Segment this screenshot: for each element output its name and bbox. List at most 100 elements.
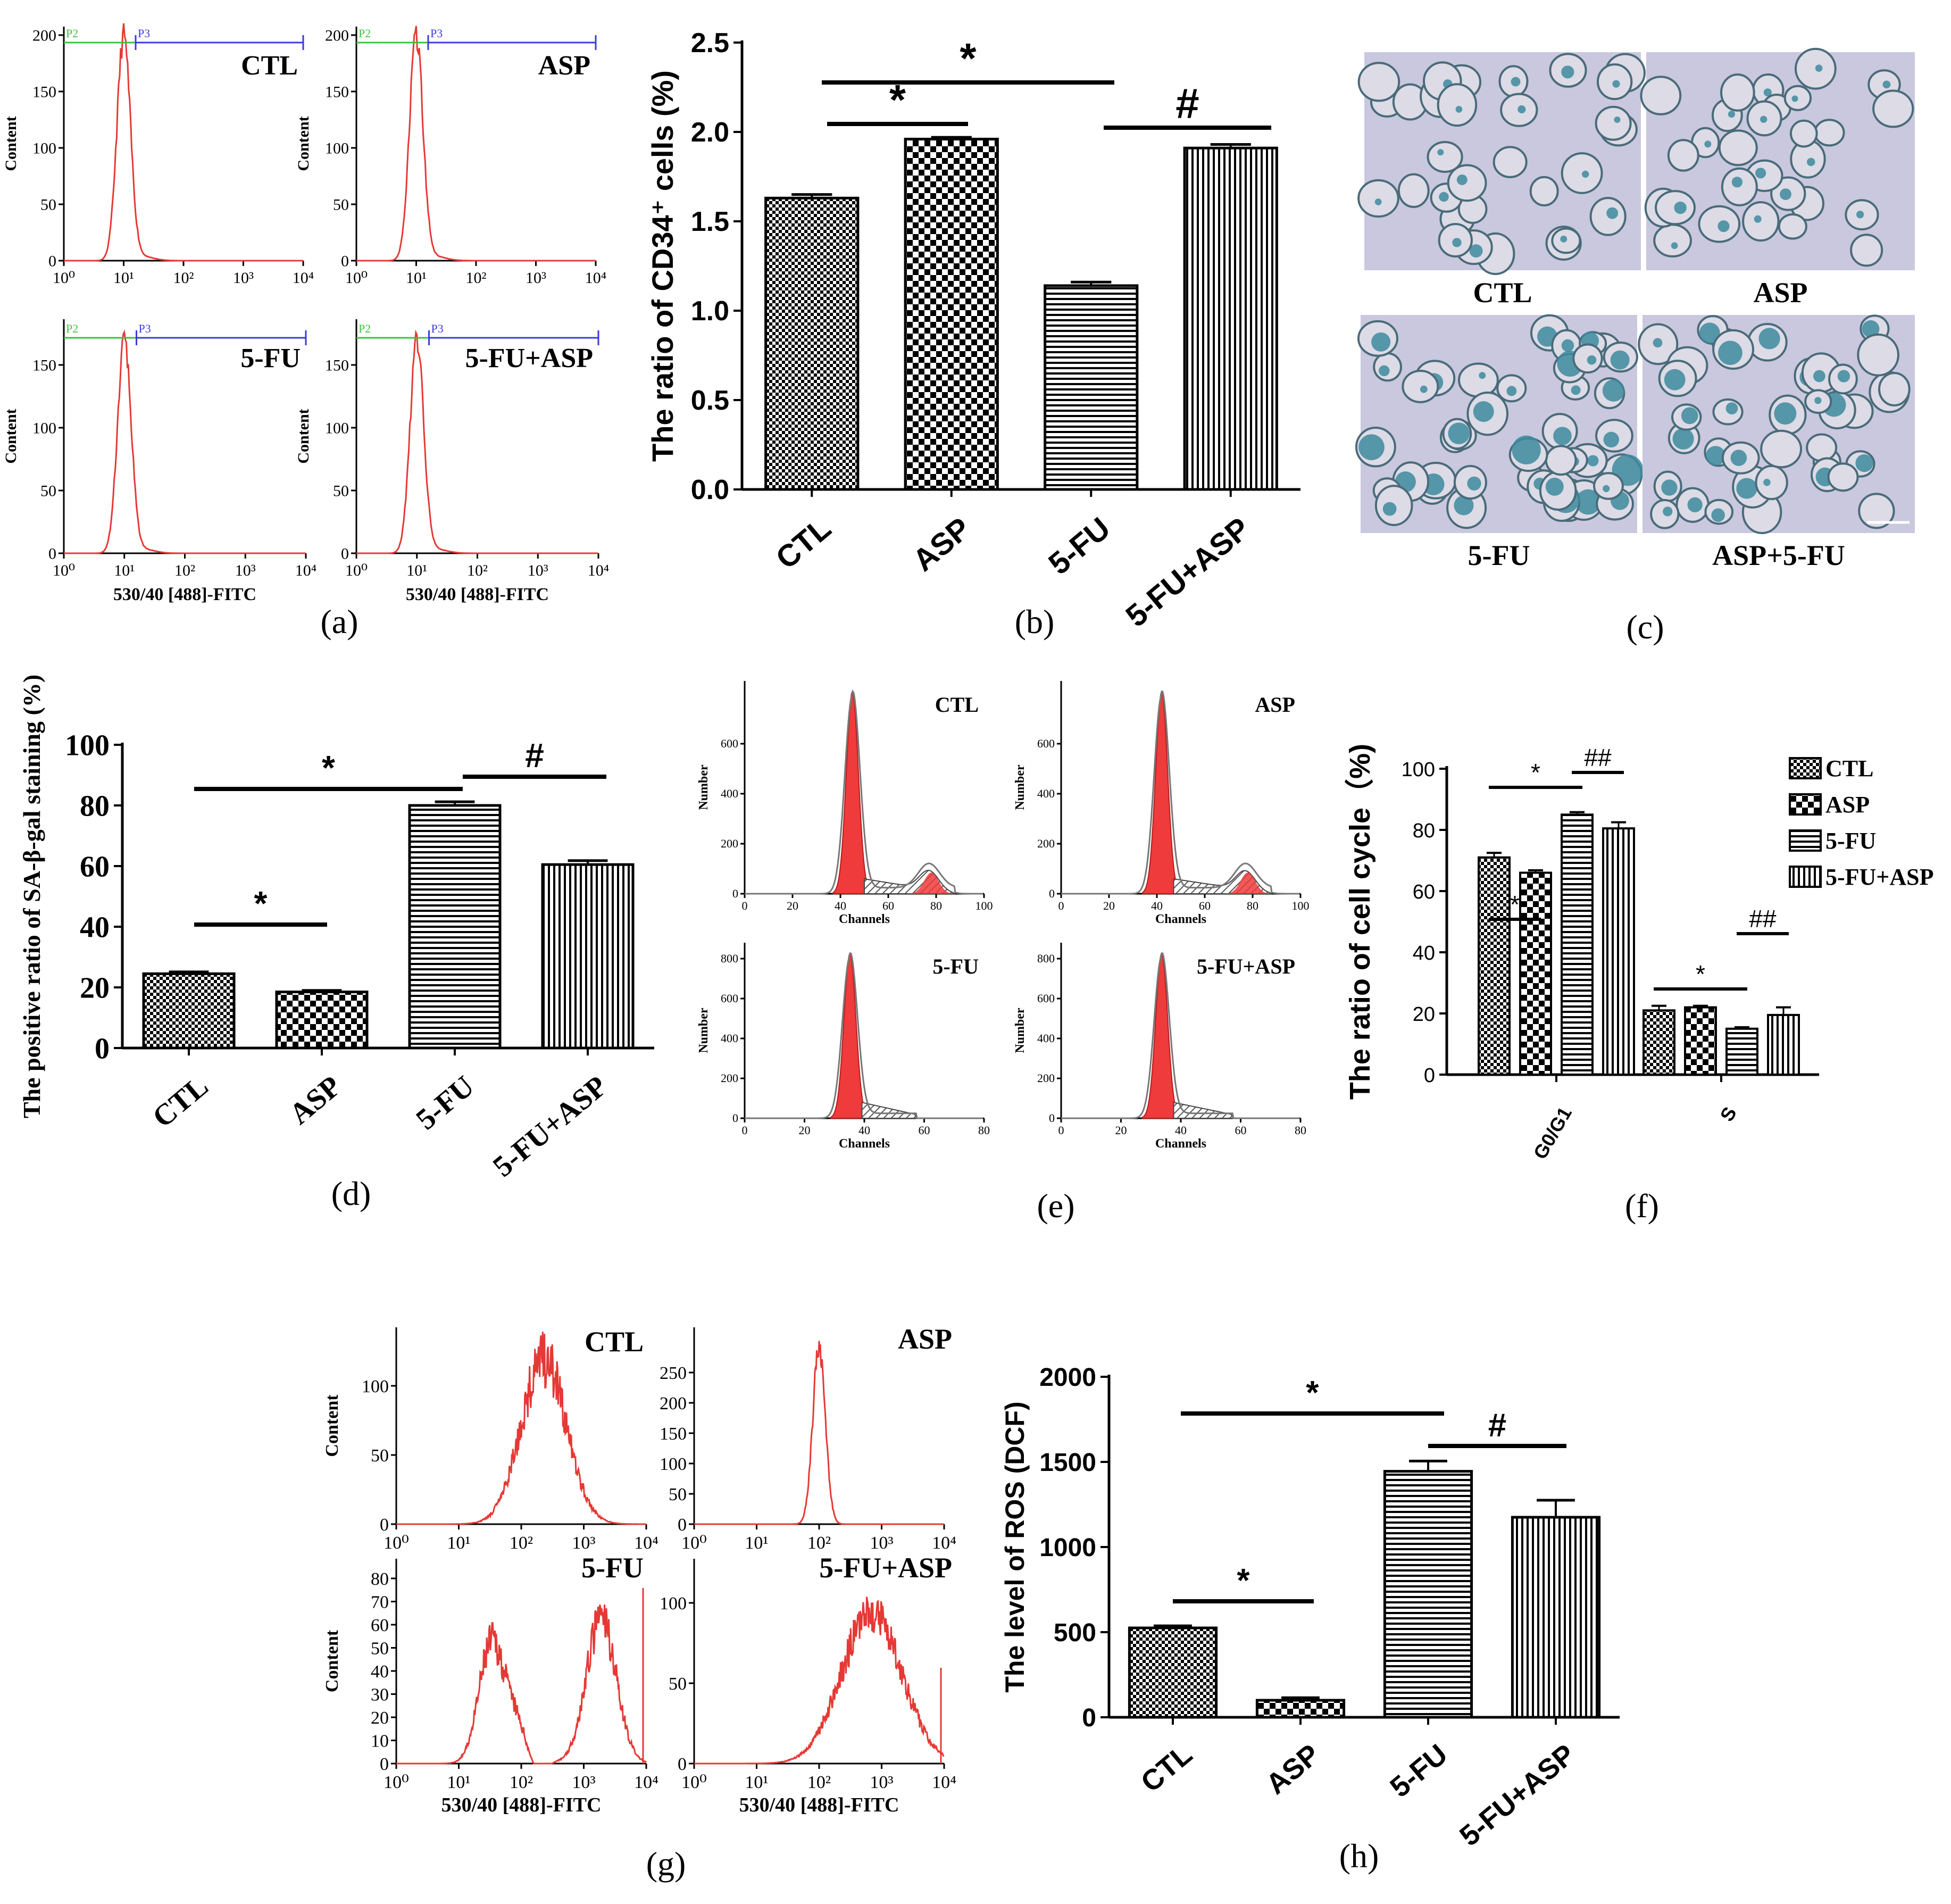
y-axis-label: Number [1013,1008,1027,1053]
y-axis-label: Content [295,116,312,171]
gate-label-p3: P3 [430,27,443,40]
stain-spot [1763,478,1771,486]
y-tick-label: 800 [1037,952,1055,965]
stain-spot [1671,242,1678,250]
y-tick-label: 200 [325,27,349,45]
micrograph-asp [1640,47,1915,270]
stain-spot [1882,80,1891,89]
g2-peak [907,872,955,894]
significance-marker: * [1237,1562,1250,1599]
y-tick-label: 400 [721,787,738,800]
stain-spot [1755,168,1766,179]
x-tick-label: 20 [1115,1124,1127,1137]
stain-spot [1760,115,1767,123]
y-tick-label: 20 [371,1708,389,1728]
x-tick-label: 5-FU [410,1069,481,1136]
y-tick-label: 0 [1049,1111,1055,1125]
g1-peak [1142,690,1182,894]
x-tick-label: 10² [510,1533,533,1553]
x-tick-label: 60 [1235,1124,1247,1137]
y-tick-label: 600 [1037,992,1055,1005]
panel-letter: (e) [1037,1187,1074,1225]
cell [1640,76,1682,115]
x-tick-label: G0/G1 [1529,1103,1576,1163]
bar-ctl [1478,856,1511,1076]
x-tick-label: 10³ [572,1533,595,1553]
cell [1778,213,1807,240]
significance-marker: # [1175,80,1199,127]
plot-title: CTL [241,51,298,81]
bar-asp [1519,871,1552,1076]
x-tick-label: 10² [466,269,487,287]
x-tick-label: 5-FU+ASP [1454,1738,1581,1852]
y-tick-label: 30 [371,1685,389,1705]
g1-peak [832,690,873,894]
x-tick-label: 10³ [572,1773,595,1792]
y-axis-label: The positive ratio of SA-β-gal staining … [18,675,45,1118]
stain-spot [1610,350,1630,370]
y-tick-label: 150 [325,84,349,101]
x-tick-label: 10⁴ [932,1533,956,1553]
stain-spot [1473,401,1494,422]
stain-spot [1479,372,1486,379]
cell [1872,89,1914,128]
y-tick-label: 100 [65,729,110,762]
bar-5-fu-asp [541,863,635,1050]
stain-spot [1452,238,1462,247]
panel-letter: (b) [1015,603,1055,641]
y-tick-label: 60 [1413,881,1435,903]
x-tick-label: 80 [1247,899,1258,912]
cell [1760,429,1803,469]
x-tick-label: 10³ [870,1533,893,1553]
x-tick-label: 20 [787,899,798,912]
stain-spot [1855,454,1873,472]
significance-marker: * [960,35,977,82]
stain-spot [1731,177,1743,188]
legend-swatch [1789,793,1822,816]
y-tick-label: 50 [333,196,349,214]
y-axis-label: Content [322,1629,342,1692]
x-tick-label: 40 [1151,899,1163,912]
stain-spot [1718,340,1742,365]
bar-ctl [1128,1626,1218,1719]
x-tick-label: 10⁰ [345,269,368,287]
y-tick-label: 50 [40,196,56,214]
stain-spot [1711,508,1725,522]
stain-spot [1603,431,1620,448]
y-tick-label: 2000 [1039,1363,1096,1392]
plot-title: 5-FU [932,954,979,978]
cell [1397,173,1430,208]
cell [1667,139,1699,172]
x-tick-label: 10² [807,1533,831,1553]
stain-spot [1560,235,1568,243]
y-tick-label: 2.5 [691,28,729,59]
x-tick-label: 40 [835,899,846,912]
micrograph-label: ASP [1753,277,1807,309]
x-tick-label: 60 [919,1124,930,1137]
histogram-curve [64,329,306,554]
x-tick-label: 10² [807,1773,831,1792]
x-tick-label: 40 [1175,1124,1187,1137]
x-tick-label: 10³ [526,269,546,287]
cell [1357,62,1400,102]
y-tick-label: 100 [660,1454,687,1474]
x-axis-label: 530/40 [488]-FITC [113,585,256,604]
significance-marker: * [1531,759,1540,786]
histogram-curve [694,1341,944,1525]
cell [1789,119,1818,148]
y-tick-label: 400 [721,1032,738,1045]
x-tick-label: 10⁰ [53,269,75,287]
stain-spot [1674,201,1687,214]
x-tick-label: 10² [174,562,195,579]
y-tick-label: 0 [678,1515,687,1535]
bar-5-fu-asp [1511,1516,1601,1719]
panel-letter: (f) [1625,1187,1659,1225]
stain-spot [1807,157,1815,167]
plot-title: 5-FU+ASP [1197,954,1295,978]
micrograph-5-fu [1355,314,1644,533]
significance-marker: * [254,884,268,922]
y-tick-label: 150 [325,357,349,375]
x-tick-label: 0 [1058,1124,1064,1137]
histogram-curve [396,1332,646,1525]
y-tick-label: 0 [1424,1065,1435,1087]
